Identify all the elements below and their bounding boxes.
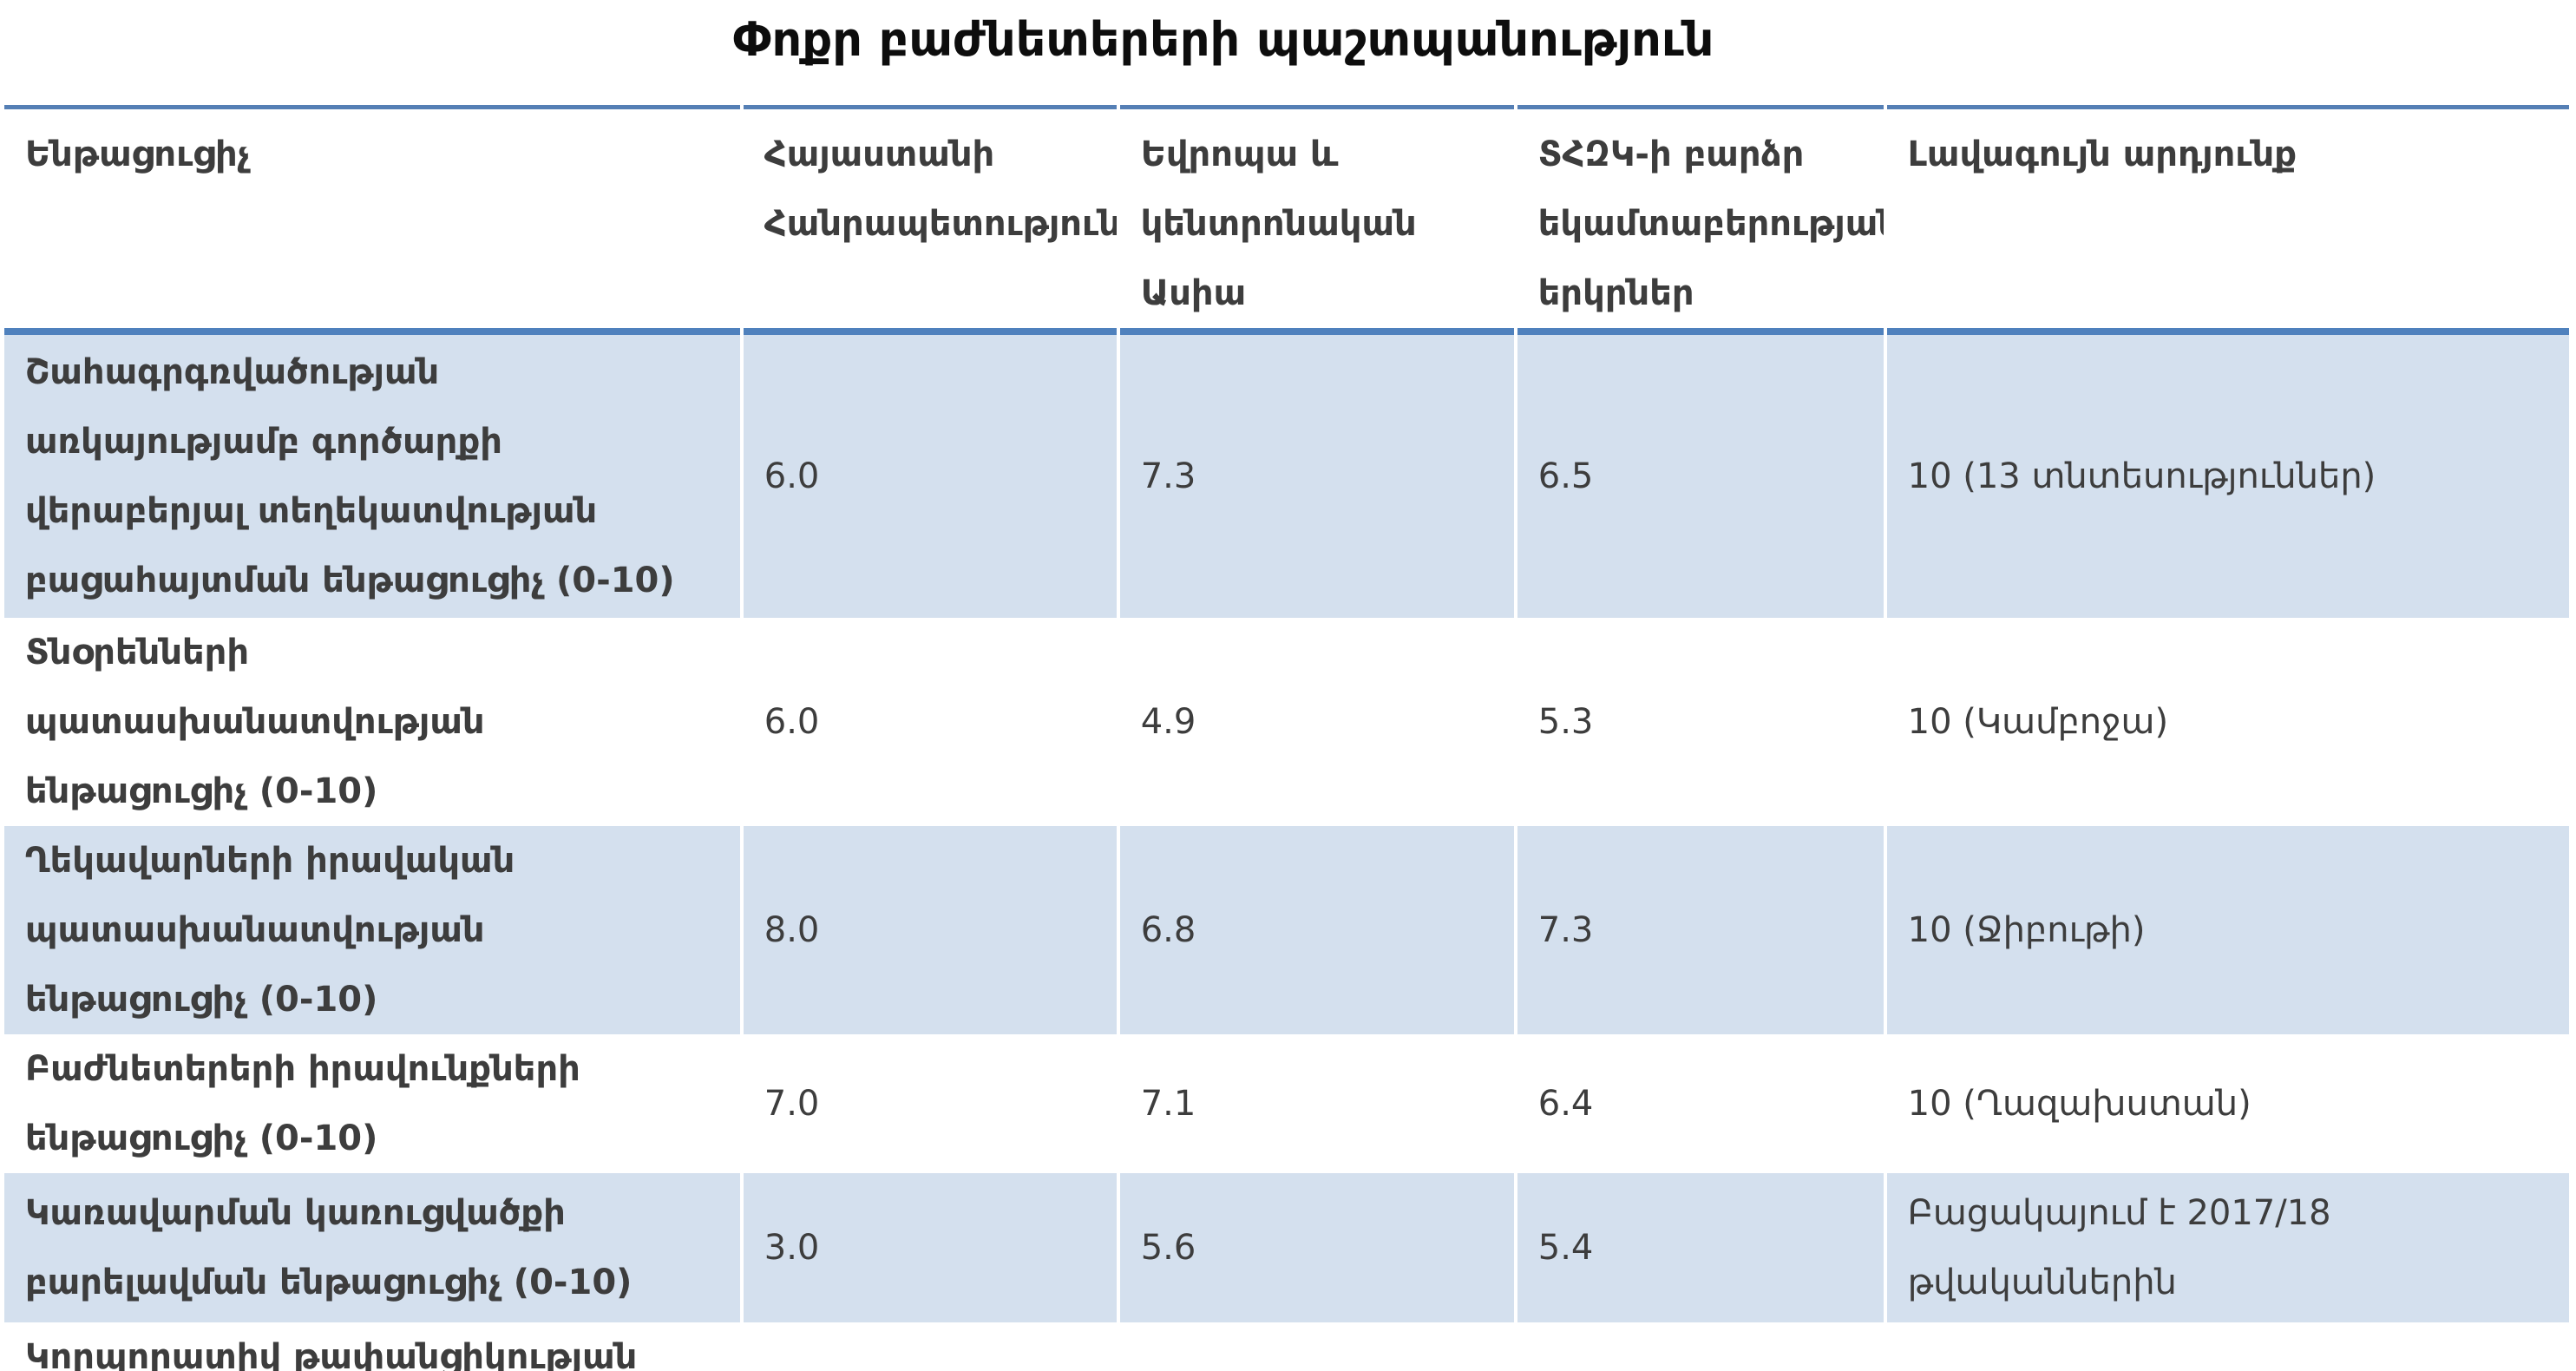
table-row: Տնօրենների պատասխանատվության ենթացուցիչ … [4,618,2569,826]
column-header-indicator: Ենթացուցիչ [4,105,740,335]
armenia-value-cell: 6.0 [743,618,1117,826]
armenia-value-cell: 3.0 [743,1173,1117,1322]
europe-central-asia-value-cell: 7.3 [1119,335,1514,618]
best-result-cell: 10 (6 տնտեսություններ) [1886,1322,2569,1371]
oecd-value-cell: 7.6 [1517,1322,1884,1371]
armenia-value-cell: 8.0 [743,1322,1117,1371]
armenia-value-cell: 6.0 [743,335,1117,618]
indicator-cell: Բաժնետերերի իրավունքների ենթացուցիչ (0-1… [4,1034,740,1173]
header-row: Ենթացուցիչ Հայաստանի Հանրապետություն Եվր… [4,105,2569,335]
europe-central-asia-value-cell: 5.6 [1119,1173,1514,1322]
minority-shareholder-protection-table: Ենթացուցիչ Հայաստանի Հանրապետություն Եվր… [1,105,2573,1371]
table-row: Բաժնետերերի իրավունքների ենթացուցիչ (0-1… [4,1034,2569,1173]
best-result-cell: 10 (Ղազախստան) [1886,1034,2569,1173]
best-result-cell: 10 (Կամբոջա) [1886,618,2569,826]
table-body: Շահագրգռվածության առկայությամբ գործարքի … [4,335,2569,1371]
oecd-value-cell: 5.4 [1517,1173,1884,1322]
table-row: Շահագրգռվածության առկայությամբ գործարքի … [4,335,2569,618]
column-header-europe-central-asia: Եվրոպա և կենտրոնական Ասիա [1119,105,1514,335]
table-row: Կառավարման կառուցվածքի բարելավման ենթացո… [4,1173,2569,1322]
table-header: Ենթացուցիչ Հայաստանի Հանրապետություն Եվր… [4,105,2569,335]
indicator-cell: Կորպորատիվ թափանցիկության ենթացուցիչ (0-… [4,1322,740,1371]
armenia-value-cell: 7.0 [743,1034,1117,1173]
europe-central-asia-value-cell: 7.5 [1119,1322,1514,1371]
page-title: Փոքր բաժնետերերի պաշտպանություն [732,12,1714,67]
table-row: Կորպորատիվ թափանցիկության ենթացուցիչ (0-… [4,1322,2569,1371]
oecd-value-cell: 6.5 [1517,335,1884,618]
armenia-value-cell: 8.0 [743,826,1117,1034]
indicator-cell: Կառավարման կառուցվածքի բարելավման ենթացո… [4,1173,740,1322]
table-row: Ղեկավարների իրավական պատասխանատվության ե… [4,826,2569,1034]
europe-central-asia-value-cell: 6.8 [1119,826,1514,1034]
column-header-oecd-high-income: ՏՀԶԿ-ի բարձր եկամտաբերության երկրներ [1517,105,1884,335]
oecd-value-cell: 5.3 [1517,618,1884,826]
europe-central-asia-value-cell: 4.9 [1119,618,1514,826]
indicator-cell: Ղեկավարների իրավական պատասխանատվության ե… [4,826,740,1034]
best-result-cell: 10 (Ջիբութի) [1886,826,2569,1034]
europe-central-asia-value-cell: 7.1 [1119,1034,1514,1173]
indicator-cell: Շահագրգռվածության առկայությամբ գործարքի … [4,335,740,618]
column-header-armenia: Հայաստանի Հանրապետություն [743,105,1117,335]
oecd-value-cell: 7.3 [1517,826,1884,1034]
column-header-best-result: Լավագույն արդյունք [1886,105,2569,335]
indicator-cell: Տնօրենների պատասխանատվության ենթացուցիչ … [4,618,740,826]
oecd-value-cell: 6.4 [1517,1034,1884,1173]
best-result-cell: Բացակայում է 2017/18 թվականներին [1886,1173,2569,1322]
best-result-cell: 10 (13 տնտեսություններ) [1886,335,2569,618]
